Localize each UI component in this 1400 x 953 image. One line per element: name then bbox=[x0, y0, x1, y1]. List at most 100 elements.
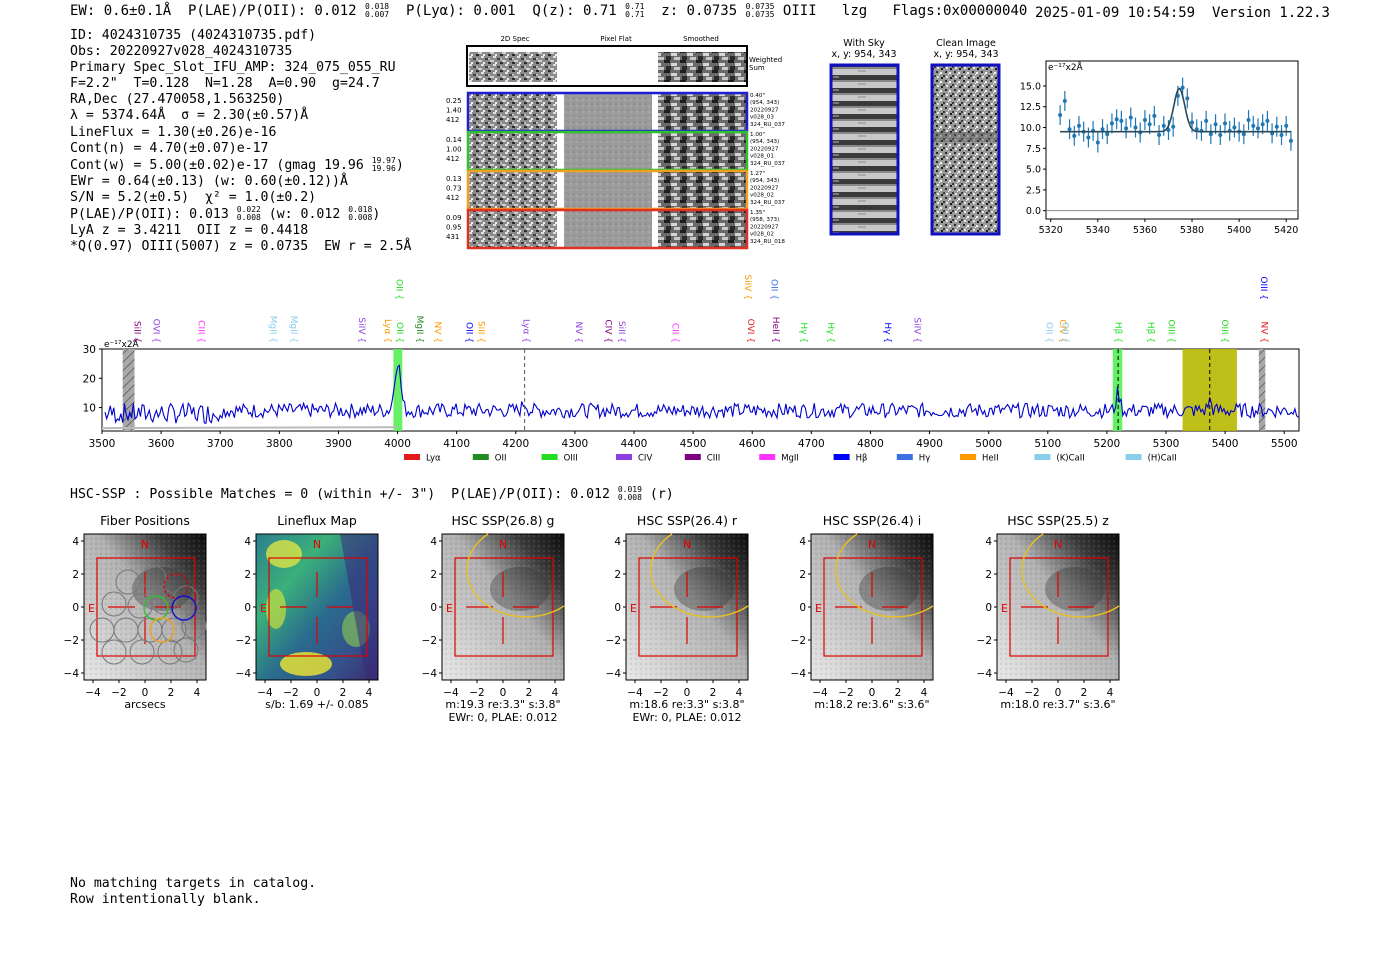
legend-label: MgII bbox=[781, 454, 799, 464]
fiber-circle bbox=[141, 565, 167, 591]
fiber-2-stat-2: 412 bbox=[446, 194, 459, 202]
spectrum-line-label-text: CIV { bbox=[603, 319, 613, 343]
weighted-label-1: Weighted bbox=[749, 56, 782, 64]
legend-swatch bbox=[404, 454, 420, 460]
detection-info: ID: 4024310735 (4024310735.pdf) Obs: 202… bbox=[70, 28, 411, 255]
zoom-point bbox=[1279, 133, 1284, 138]
spectrum-xtick-label: 4100 bbox=[443, 438, 470, 450]
spectrum-trace bbox=[104, 364, 1299, 424]
spectrum-xtick-label: 5100 bbox=[1034, 438, 1061, 450]
zoom-point bbox=[1204, 118, 1209, 123]
spectrum-xtick-label: 4000 bbox=[384, 438, 411, 450]
cutout-galaxy bbox=[490, 567, 550, 611]
footer-line-2: Row intentionally blank. bbox=[70, 891, 261, 907]
zoom-point bbox=[1124, 126, 1129, 131]
fiber-circle bbox=[129, 639, 155, 665]
cutout-xtick-label: 0 bbox=[500, 687, 507, 699]
spectrum-xtick-label: 5300 bbox=[1153, 438, 1180, 450]
info-radec: RA,Dec (27.470058,1.563250) bbox=[70, 92, 285, 108]
cutout-xtick-label: −4 bbox=[443, 687, 459, 699]
zoom-point bbox=[1100, 127, 1105, 132]
spectrum-line-label-text: OII { bbox=[393, 279, 403, 300]
spectrum-xtick-label: 3600 bbox=[148, 438, 175, 450]
spectrum-line-label-text: OII { bbox=[394, 322, 404, 343]
info-best-z: *Q(0.97) OIII(5007) z = 0.0735 EW r = 2.… bbox=[70, 239, 412, 255]
spectrum-line-label-text: MgII { bbox=[414, 316, 424, 343]
east-label: E bbox=[260, 602, 267, 615]
fiber-1-stat-0: 0.14 bbox=[446, 136, 462, 144]
fiber-0-meta-1: (954, 343) bbox=[750, 100, 779, 106]
crosshair bbox=[650, 572, 723, 644]
info-primary-spec: Primary Spec_Slot_IFU_AMP: 324_075_055_R… bbox=[70, 60, 396, 76]
col-header-pixelflat: Pixel Flat bbox=[600, 35, 632, 43]
zoom-xtick-label: 5340 bbox=[1086, 225, 1110, 236]
cutout-ytick-label: 4 bbox=[430, 536, 437, 548]
header-z: z: 0.0735 bbox=[661, 3, 738, 19]
spectrum-line-label-text: OIII { bbox=[1258, 276, 1268, 300]
spectrum-line-label-text: OII { bbox=[1060, 322, 1070, 343]
cutout-ytick-label: 2 bbox=[614, 569, 621, 581]
cont-w-text: Cont(w) = 5.00(±0.02)e-17 (gmag 19.96 bbox=[70, 157, 364, 173]
spectrum-line-label: Hβ { bbox=[1113, 322, 1123, 343]
fiber-1-2dspec bbox=[469, 133, 557, 169]
cutout-ytick-label: −4 bbox=[422, 668, 438, 680]
cutout-caption: m:18.2 re:3.6" s:3.6" bbox=[814, 698, 929, 711]
plaew-lo: 0.008 bbox=[348, 213, 373, 223]
zoom-ytick-label: 15.0 bbox=[1020, 81, 1041, 92]
info-obs: Obs: 20220927v028_4024310735 bbox=[70, 44, 293, 60]
fiber-1-meta-4: 324_RU_037 bbox=[750, 161, 785, 167]
spectrum-line-label: Hγ { bbox=[825, 322, 835, 343]
col-header-2dspec: 2D Spec bbox=[500, 35, 529, 43]
flux-edge bbox=[340, 534, 378, 680]
fiber-0-stat-2: 412 bbox=[446, 116, 459, 124]
cutout-xtick-label: 2 bbox=[340, 687, 347, 699]
zoom-ytick-label: 12.5 bbox=[1020, 102, 1041, 113]
plae2-lo: 0.008 bbox=[236, 213, 261, 223]
fiber-3-2dspec bbox=[469, 211, 557, 247]
fiber-highlight-red bbox=[163, 573, 189, 599]
spectrum-line-label-text: NV { bbox=[1259, 322, 1269, 343]
zoom-point bbox=[1067, 127, 1072, 132]
fiber-2-meta-3: v028_02 bbox=[750, 193, 774, 199]
fiber-circle bbox=[127, 593, 153, 619]
legend-label: Hβ bbox=[856, 454, 868, 464]
cutout-title: HSC SSP(26.4) r bbox=[637, 513, 738, 528]
east-label: E bbox=[1001, 602, 1008, 615]
cutout-xtick-label: 2 bbox=[526, 687, 533, 699]
cutout-title: Fiber Positions bbox=[100, 513, 190, 528]
fiber-3-stat-0: 0.09 bbox=[446, 214, 462, 222]
spectrum-line-label: OII { bbox=[769, 279, 779, 300]
legend-swatch bbox=[1034, 454, 1051, 460]
cutout-ytick-label: 0 bbox=[72, 602, 79, 614]
spectrum-line-label-text: Hγ { bbox=[825, 322, 835, 343]
spectrum-line-label: NV { bbox=[1259, 322, 1269, 343]
fiber-3-stat-2: 431 bbox=[446, 233, 459, 241]
zoom-ytick-label: 2.5 bbox=[1026, 185, 1041, 196]
sky-title-clean: Clean Image x, y: 954, 343 bbox=[926, 38, 1006, 60]
aperture-box bbox=[638, 557, 738, 657]
cutout-ytick-label: 0 bbox=[985, 602, 992, 614]
fiber-0-meta-4: 324_RU_037 bbox=[750, 122, 785, 128]
spectrum-line-label: SiIV { bbox=[912, 317, 922, 343]
legend-swatch bbox=[541, 454, 558, 460]
cutout-xtick-label: 4 bbox=[1107, 687, 1114, 699]
fiber-2-2dspec bbox=[469, 172, 557, 208]
cutout-panel-3: HSC SSP(26.4) r 4 2 0 −2 −4 −4 −2 0 2 4 N Em:18.6 re… bbox=[606, 513, 749, 724]
hsc-summary: HSC-SSP : Possible Matches = 0 (within +… bbox=[70, 486, 674, 503]
cutout-xtick-label: 0 bbox=[1055, 687, 1062, 699]
spectrum-line-label-text: OVI { bbox=[150, 319, 160, 343]
crosshair bbox=[280, 572, 353, 644]
cutout-ytick-label: −2 bbox=[791, 635, 806, 647]
fiber-1-meta-3: v028_01 bbox=[750, 154, 774, 160]
cutout-ytick-label: 4 bbox=[72, 536, 79, 548]
fiber-circle bbox=[101, 591, 127, 617]
spectrum-shaded-region bbox=[393, 349, 403, 431]
spectrum-ytick-label: 30 bbox=[83, 344, 96, 356]
fiber-0-meta-3: v028_03 bbox=[750, 115, 774, 121]
spectrum-line-label-text: Hβ { bbox=[1145, 322, 1155, 343]
spectrum-line-label-text: NV { bbox=[573, 322, 583, 343]
zoom-ytick-label: 5.0 bbox=[1026, 165, 1041, 176]
legend-label: HeII bbox=[982, 454, 999, 464]
spectrum-line-label: CIV { bbox=[1057, 319, 1067, 343]
